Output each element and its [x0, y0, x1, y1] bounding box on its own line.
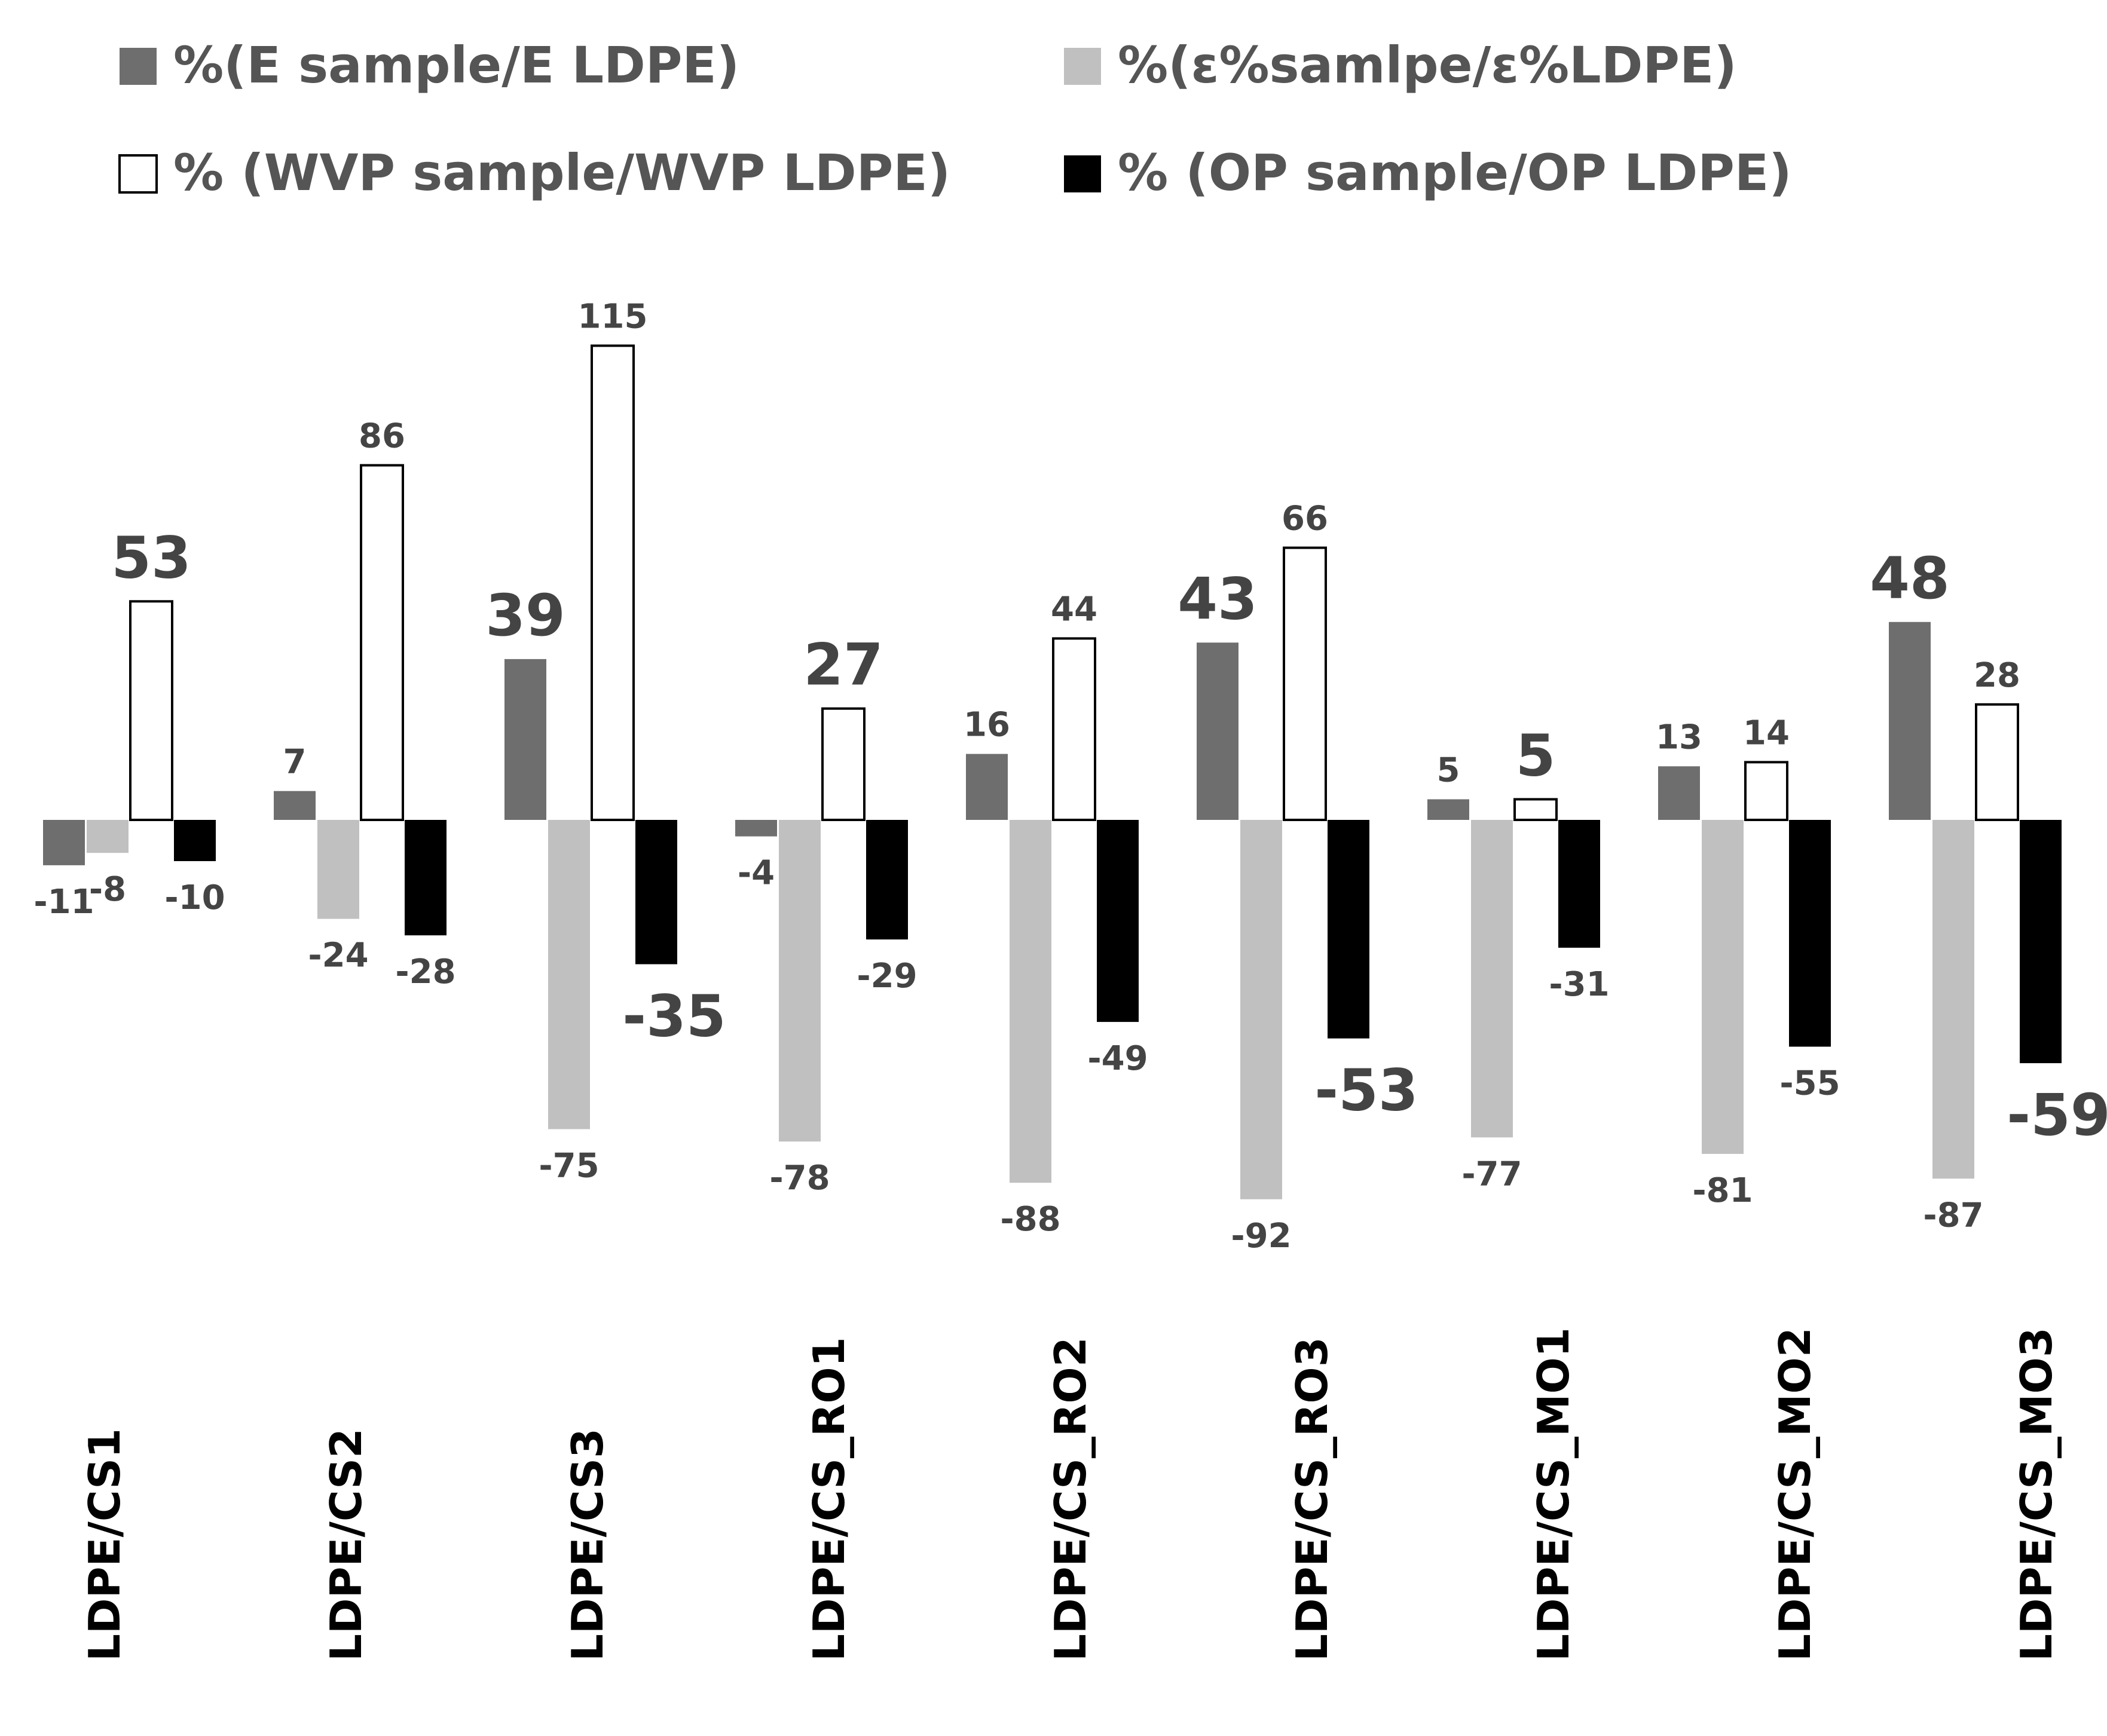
data-label-0-1: -8 [89, 870, 126, 909]
bar-8-1 [1932, 820, 1974, 1179]
bar-3-2 [821, 707, 866, 821]
data-label-3-2: 27 [803, 632, 883, 699]
bar-7-2 [1744, 761, 1788, 822]
bar-2-2 [591, 344, 635, 821]
category-label-3: LDPE/CS_RO1 [804, 1337, 854, 1661]
data-label-2-1: -75 [539, 1147, 599, 1186]
bar-4-2 [1052, 637, 1096, 822]
bar-4-1 [1010, 820, 1051, 1183]
category-labels: LDPE/CS1 LDPE/CS2 LDPE/CS3 LDPE/CS_RO1 LDPE/… [79, 1327, 2062, 1661]
bar-3-0 [735, 820, 777, 837]
bar-0-3 [174, 820, 216, 861]
data-label-1-0: 7 [283, 743, 307, 782]
bar-1-2 [360, 464, 404, 821]
data-label-7-0: 13 [1656, 718, 1702, 757]
bar-1-3 [405, 820, 447, 936]
data-label-8-2: 28 [1974, 656, 2020, 695]
category-label-1: LDPE/CS2 [321, 1428, 371, 1661]
bar-8-3 [2020, 820, 2062, 1064]
bar-4-0 [966, 754, 1008, 820]
data-label-8-0: 48 [1870, 545, 1950, 612]
bar-8-2 [1975, 703, 2019, 822]
category-label-0: LDPE/CS1 [79, 1428, 130, 1661]
legend-label-2: % (WVP sample/WVP LDPE) [173, 143, 950, 202]
data-label-2-2: 115 [578, 298, 648, 336]
data-label-3-0: -4 [738, 854, 775, 893]
bar-0-0 [43, 820, 85, 865]
data-label-7-1: -81 [1692, 1171, 1753, 1210]
legend-swatch-2 [118, 154, 158, 194]
data-label-3-1: -78 [769, 1159, 830, 1198]
data-label-1-1: -24 [308, 936, 368, 975]
bar-2-1 [548, 820, 590, 1129]
data-label-1-2: 86 [359, 417, 405, 456]
data-label-7-2: 14 [1743, 714, 1790, 752]
bar-5-1 [1240, 820, 1282, 1199]
data-label-3-3: -29 [857, 957, 917, 996]
data-label-6-3: -31 [1549, 965, 1609, 1004]
bar-2-3 [635, 820, 677, 965]
bar-5-0 [1197, 642, 1238, 820]
category-label-6: LDPE/CS_MO1 [1528, 1327, 1579, 1661]
category-label-4: LDPE/CS_RO2 [1045, 1337, 1096, 1661]
bar-5-2 [1283, 546, 1327, 821]
bar-6-1 [1471, 820, 1513, 1138]
bar-4-3 [1097, 820, 1139, 1022]
legend-swatch-3 [1064, 155, 1101, 192]
bar-0-2 [129, 600, 173, 821]
data-label-8-3: -59 [2007, 1082, 2107, 1149]
data-label-4-1: -88 [1000, 1200, 1060, 1239]
legend: %(E sample/E LDPE) %(ε%samlpe/ε%LDPE) % (W… [118, 36, 1792, 202]
bars [43, 344, 2062, 1199]
data-label-6-0: 5 [1437, 751, 1460, 790]
legend-swatch-0 [120, 48, 157, 85]
legend-label-1: %(ε%samlpe/ε%LDPE) [1118, 36, 1737, 94]
data-label-6-2: 5 [1516, 722, 1556, 789]
bar-7-1 [1702, 820, 1744, 1154]
bar-8-0 [1889, 621, 1931, 820]
bar-7-0 [1658, 766, 1700, 820]
bar-5-3 [1328, 820, 1369, 1039]
data-label-5-2: 66 [1282, 500, 1328, 538]
data-label-7-3: -55 [1779, 1064, 1840, 1103]
bar-6-2 [1513, 798, 1558, 821]
data-label-4-3: -49 [1087, 1039, 1148, 1078]
data-label-1-3: -28 [395, 953, 455, 991]
legend-label-3: % (OP sample/OP LDPE) [1118, 143, 1792, 202]
bar-6-3 [1558, 820, 1600, 948]
bar-6-0 [1427, 799, 1469, 820]
data-label-0-0: -11 [33, 883, 94, 921]
data-label-0-2: 53 [111, 524, 191, 591]
data-label-0-3: -10 [164, 878, 225, 917]
data-label-4-2: 44 [1051, 590, 1097, 629]
category-label-5: LDPE/CS_RO3 [1287, 1337, 1337, 1661]
data-label-8-1: -87 [1923, 1196, 1983, 1235]
data-label-2-0: 39 [485, 582, 565, 649]
category-label-7: LDPE/CS_MO2 [1770, 1327, 1820, 1661]
bar-1-1 [317, 820, 359, 919]
data-label-4-0: 16 [964, 706, 1010, 745]
bar-2-0 [504, 659, 546, 820]
bar-0-1 [87, 820, 129, 853]
bar-1-0 [274, 791, 316, 820]
bar-7-3 [1789, 820, 1831, 1047]
category-label-2: LDPE/CS3 [562, 1428, 613, 1661]
category-label-8: LDPE/CS_MO3 [2011, 1327, 2062, 1661]
data-label-5-3: -53 [1314, 1057, 1418, 1124]
data-label-5-1: -92 [1231, 1217, 1291, 1256]
bar-3-1 [779, 820, 821, 1142]
data-label-5-0: 43 [1178, 565, 1258, 632]
legend-swatch-1 [1064, 48, 1101, 85]
data-label-6-1: -77 [1461, 1155, 1522, 1193]
data-label-2-3: -35 [622, 983, 726, 1050]
bar-3-3 [866, 820, 908, 940]
legend-label-0: %(E sample/E LDPE) [173, 36, 739, 94]
value-labels: -11-8 53 -10 7 -24 86 -28 39 -75 115 -35 -4 -78 27 -29… [33, 298, 2107, 1256]
